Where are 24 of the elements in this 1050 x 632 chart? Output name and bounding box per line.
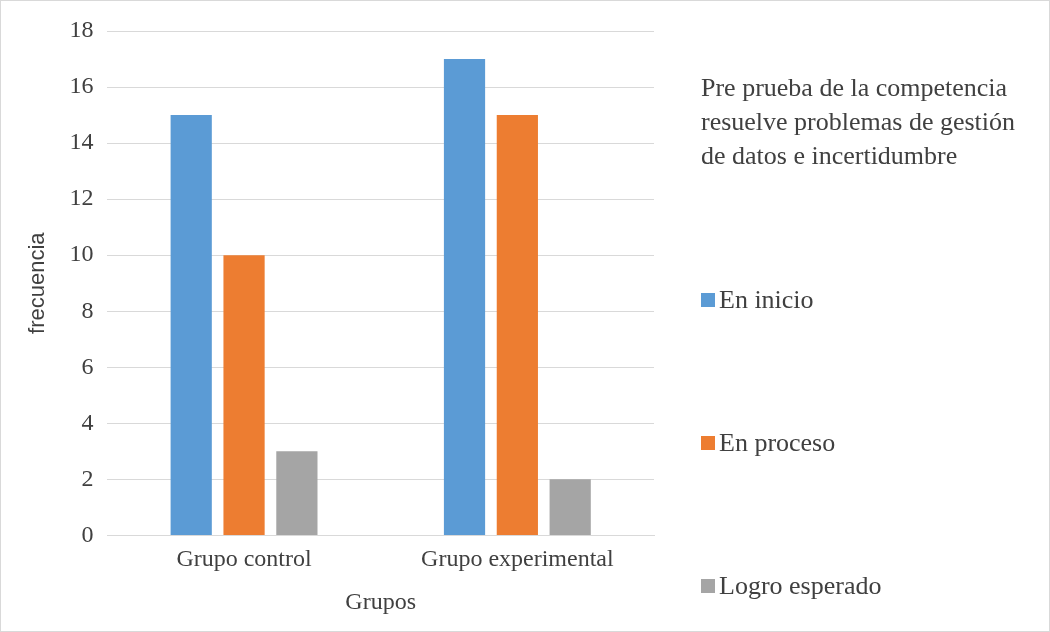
y-tick-label: 2 <box>81 464 94 491</box>
x-tick-label: Grupo experimental <box>421 545 614 572</box>
legend-title: Pre prueba de la competencia resuelve problemas de gestión de datos e incertidumbre <box>701 72 1017 172</box>
bar <box>549 479 591 535</box>
y-tick-label: 0 <box>81 520 94 547</box>
bar <box>223 255 265 535</box>
y-tick-label: 10 <box>69 240 94 267</box>
bar <box>170 115 212 535</box>
bar <box>276 451 318 535</box>
y-axis-title: frecuencia <box>24 231 50 334</box>
y-tick-label: 16 <box>69 72 94 99</box>
bar <box>496 115 538 535</box>
y-tick-label: 6 <box>81 352 94 379</box>
y-tick-label: 4 <box>81 408 94 435</box>
bar <box>443 59 486 535</box>
y-tick-label: 8 <box>81 296 94 323</box>
legend-label: Logro esperado <box>719 570 882 601</box>
y-tick-label: 18 <box>69 16 94 43</box>
legend-label: En inicio <box>719 285 814 316</box>
y-tick-label: 14 <box>69 128 94 155</box>
y-tick-label: 12 <box>69 184 94 211</box>
x-axis-title: Grupos <box>345 587 417 614</box>
legend-label: En proceso <box>719 428 836 459</box>
x-tick-label: Grupo control <box>176 545 313 572</box>
